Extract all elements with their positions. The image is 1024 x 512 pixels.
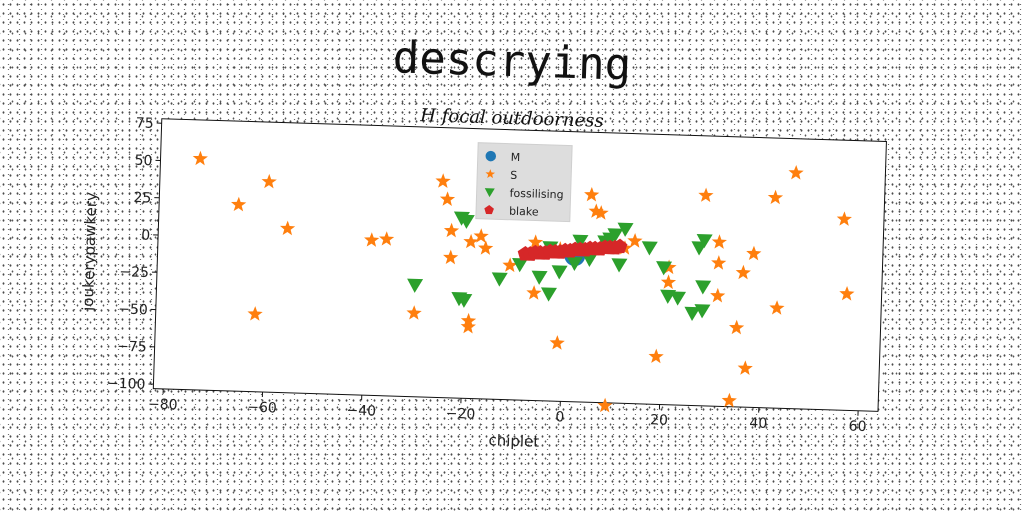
y-axis-label: joukerypawkery <box>79 192 101 312</box>
y-tick-label: 0 <box>141 228 150 244</box>
s-point <box>231 196 247 212</box>
s-point <box>788 164 804 180</box>
s-point <box>279 220 296 236</box>
fossilising-point <box>670 291 687 306</box>
s-point <box>439 191 456 206</box>
x-tick-label: −80 <box>148 396 178 413</box>
fossilising-point <box>607 228 624 243</box>
x-tick-label: 0 <box>555 409 564 425</box>
s-point <box>435 173 451 188</box>
fossilising-point <box>540 287 557 302</box>
x-tick-label: 60 <box>848 418 866 435</box>
fossilising-point <box>551 265 568 280</box>
x-tick-label: −60 <box>247 400 277 417</box>
s-point <box>261 173 277 189</box>
fossilising-point <box>641 241 658 256</box>
s-point <box>728 319 745 335</box>
s-point <box>478 240 494 255</box>
y-tick-label: −25 <box>119 264 149 281</box>
legend-label-blake: blake <box>509 205 539 219</box>
s-point <box>735 264 751 280</box>
fossilising-point <box>694 304 711 319</box>
legend-marker-m <box>485 150 497 162</box>
s-point <box>737 360 753 376</box>
fossilising-point <box>407 278 424 293</box>
legend-label-m: M <box>511 151 521 164</box>
fossilising-point <box>491 272 508 287</box>
fossilising-point <box>456 293 473 308</box>
y-tick-label: −75 <box>117 339 147 356</box>
y-tick-label: 75 <box>136 115 154 132</box>
s-point <box>767 189 784 205</box>
s-point <box>460 318 476 334</box>
s-point <box>443 249 459 265</box>
s-point <box>584 186 600 202</box>
s-point <box>597 397 613 413</box>
s-point <box>364 232 380 247</box>
legend-marker-fossilising <box>484 188 495 198</box>
fossilising-point <box>696 234 713 249</box>
s-point <box>769 300 785 315</box>
s-point <box>711 234 727 249</box>
legend-label-fossilising: fossilising <box>509 187 563 202</box>
fossilising-point <box>656 261 673 276</box>
x-tick-label: −20 <box>446 406 476 423</box>
fossilising-point <box>611 258 628 273</box>
s-point <box>746 245 762 261</box>
s-point <box>526 285 542 300</box>
fossilising-point <box>684 306 701 322</box>
s-point <box>549 335 565 350</box>
legend-label-s: S <box>510 169 517 182</box>
s-point <box>247 306 263 321</box>
s-point <box>698 187 714 203</box>
x-axis-label: chiplet <box>488 431 539 451</box>
s-point <box>443 222 460 238</box>
x-tick-label: 40 <box>749 415 767 432</box>
s-point <box>192 150 208 166</box>
y-tick-label: 50 <box>134 153 152 170</box>
s-point <box>836 211 852 226</box>
axis-ticks: −80 −60 −40 −20 0 20 40 60 75 50 25 0 −25 −50 −75 −100 <box>107 115 867 435</box>
fossilising-point <box>695 280 712 295</box>
s-point <box>839 285 855 301</box>
s-point <box>473 228 489 243</box>
s-point <box>593 205 609 220</box>
s-point <box>660 274 677 290</box>
legend-marker-blake <box>484 205 494 215</box>
y-tick-label: −50 <box>118 301 148 318</box>
y-tick-label: 25 <box>133 190 151 207</box>
legend-box <box>475 142 573 223</box>
s-point <box>502 257 518 273</box>
plot-area: −80 −60 −40 −20 0 20 40 607550250−25−50−75−100 … <box>79 115 887 451</box>
fossilising-point <box>617 222 634 237</box>
fossilising-point <box>531 270 548 285</box>
x-tick-label: −40 <box>346 403 376 420</box>
legend-marker-s <box>485 169 496 179</box>
fossilising-point <box>572 234 589 249</box>
s-point <box>721 392 737 408</box>
fossilising-point <box>458 214 475 229</box>
s-point <box>711 255 727 270</box>
s-point <box>379 231 395 246</box>
data-marks <box>192 150 855 413</box>
x-tick-label: 20 <box>650 412 668 429</box>
s-point <box>527 234 544 250</box>
s-point <box>406 305 422 320</box>
fossilising-point <box>512 258 529 273</box>
fossilising-point <box>566 256 583 272</box>
s-point <box>463 233 479 249</box>
y-tick-label: −100 <box>107 376 146 393</box>
s-point <box>648 348 664 364</box>
blake-point <box>612 238 628 254</box>
s-point <box>710 287 726 303</box>
s-point <box>627 233 643 248</box>
